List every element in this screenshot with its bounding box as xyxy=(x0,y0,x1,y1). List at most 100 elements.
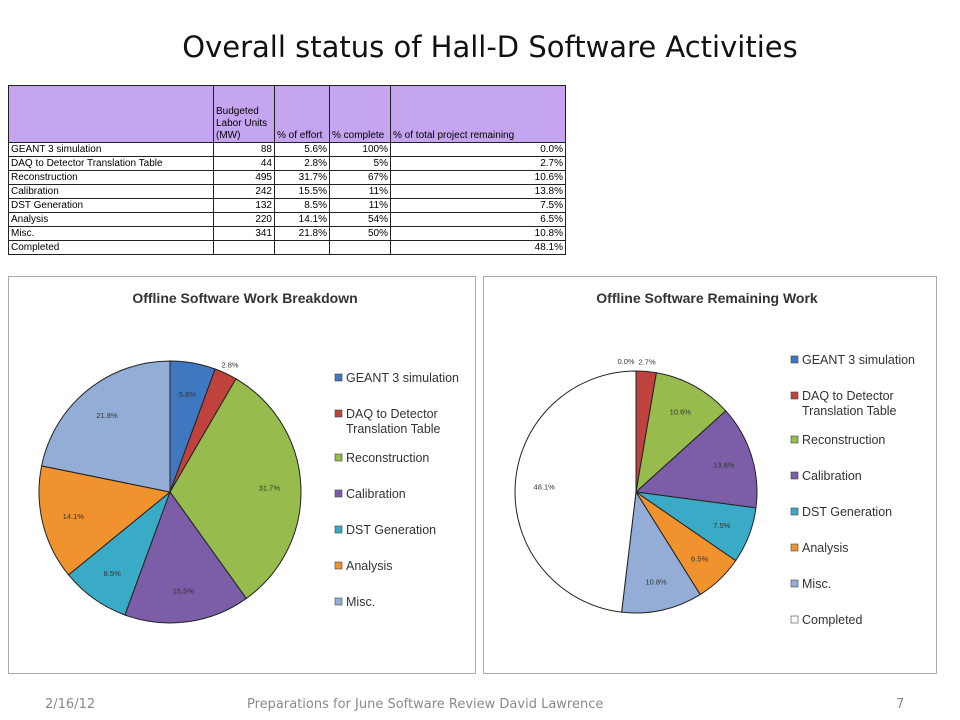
legend-label-line: Analysis xyxy=(346,559,393,573)
legend-label-line: Completed xyxy=(802,613,862,627)
table-row: Reconstruction 495 31.7% 67% 10.6% xyxy=(8,170,566,185)
pie-value-label: 14.1% xyxy=(63,512,85,521)
table-cell: 48.1% xyxy=(390,240,566,255)
legend-label-line: Analysis xyxy=(802,541,849,555)
table-cell: 5.6% xyxy=(274,142,330,157)
table-row-label: DAQ to Detector Translation Table xyxy=(8,156,214,171)
table-row: DAQ to Detector Translation Table 44 2.8% 5… xyxy=(8,156,566,171)
table-cell: 15.5% xyxy=(274,184,330,199)
pie-value-label: 15.5% xyxy=(173,587,195,596)
budget-table: Budgeted Labor Units (MW)% of effort% co… xyxy=(8,85,566,255)
chart-title: Offline Software Work Breakdown xyxy=(132,290,357,306)
legend-label-line: Misc. xyxy=(346,595,375,609)
pie-slice xyxy=(635,372,727,494)
table-cell: 88 xyxy=(213,142,275,157)
legend-label: Misc. xyxy=(346,595,375,609)
table-row: Misc. 341 21.8% 50% 10.8% xyxy=(8,226,566,241)
legend-label: Reconstruction xyxy=(346,451,429,465)
table-cell: 132 xyxy=(213,198,275,213)
table-cell: 67% xyxy=(329,170,391,185)
pie-slice xyxy=(38,465,172,576)
table-cell: 31.7% xyxy=(274,170,330,185)
table-cell: 7.5% xyxy=(390,198,566,213)
pie-value-label: 10.6% xyxy=(670,407,692,416)
legend-label-line: Misc. xyxy=(802,577,831,591)
pie-value-label: 2.8% xyxy=(221,360,238,369)
pie-slice xyxy=(634,410,758,509)
legend-label: DST Generation xyxy=(802,505,892,519)
pie-slice xyxy=(41,360,171,493)
table-cell: 10.6% xyxy=(390,170,566,185)
legend-label: GEANT 3 simulation xyxy=(802,353,915,367)
legend-swatch xyxy=(334,525,343,534)
legend-label-line: DAQ to Detector xyxy=(802,389,894,403)
table-row-label: Calibration xyxy=(8,184,214,199)
legend-label-line: Translation Table xyxy=(346,422,441,436)
legend-swatch xyxy=(790,507,799,516)
pie-value-label: 0.0% xyxy=(617,357,634,366)
table-cell: 2.7% xyxy=(390,156,566,171)
table-cell: 8.5% xyxy=(274,198,330,213)
legend-label: Misc. xyxy=(802,577,831,591)
pie-slice xyxy=(514,370,637,613)
table-cell: 6.5% xyxy=(390,212,566,227)
legend-label-line: GEANT 3 simulation xyxy=(802,353,915,367)
legend-label-line: GEANT 3 simulation xyxy=(346,371,459,385)
legend-swatch xyxy=(790,579,799,588)
work-breakdown-chart-panel: Offline Software Work Breakdown 5.6% 2.8% 3… xyxy=(8,276,476,674)
legend-label-line: Translation Table xyxy=(802,404,897,418)
table-cell: 11% xyxy=(329,198,391,213)
table-cell: 0.0% xyxy=(390,142,566,157)
legend-swatch xyxy=(334,373,343,382)
pie-value-label: 13.8% xyxy=(713,461,735,470)
table-row-label: Analysis xyxy=(8,212,214,227)
table-cell: 5% xyxy=(329,156,391,171)
table-header-cell: % of effort xyxy=(274,85,330,143)
legend-swatch xyxy=(334,597,343,606)
legend-label: DST Generation xyxy=(346,523,436,537)
legend-label: Analysis xyxy=(346,559,393,573)
pie-value-label: 7.5% xyxy=(713,521,730,530)
pie-slice xyxy=(124,490,248,624)
table-row-label: DST Generation xyxy=(8,198,214,213)
legend-label-line: Reconstruction xyxy=(346,451,429,465)
legend-swatch xyxy=(790,615,799,624)
table-cell: 11% xyxy=(329,184,391,199)
remaining-work-chart-panel: Offline Software Remaining Work 0.0% 2.7% 1… xyxy=(483,276,937,674)
legend-swatch xyxy=(790,543,799,552)
legend-label-line: DST Generation xyxy=(346,523,436,537)
remaining-work-pie-chart: Offline Software Remaining Work 0.0% 2.7% 1… xyxy=(514,290,915,627)
legend-swatch xyxy=(790,391,799,400)
pie-value-label: 48.1% xyxy=(534,483,556,492)
table-row: Analysis 220 14.1% 54% 6.5% xyxy=(8,212,566,227)
table-cell: 242 xyxy=(213,184,275,199)
legend-label: Calibration xyxy=(802,469,862,483)
pie-value-label: 8.5% xyxy=(104,569,121,578)
table-row: Completed 48.1% xyxy=(8,240,566,255)
pie-value-label: 5.6% xyxy=(179,390,196,399)
slide-title: Overall status of Hall-D Software Activi… xyxy=(182,30,798,64)
legend-label-line: Reconstruction xyxy=(802,433,885,447)
legend-label-line: Calibration xyxy=(346,487,406,501)
legend-label-line: DST Generation xyxy=(802,505,892,519)
table-row: DST Generation 132 8.5% 11% 7.5% xyxy=(8,198,566,213)
page-number: 7 xyxy=(896,697,905,712)
legend-swatch xyxy=(334,453,343,462)
legend-swatch xyxy=(790,471,799,480)
legend-label: DAQ to Detector Translation Table xyxy=(802,389,897,418)
table-header-cell xyxy=(8,85,214,143)
pie-value-label: 31.7% xyxy=(259,483,281,492)
footer-date: 2/16/12 xyxy=(45,697,96,712)
legend-swatch xyxy=(334,561,343,570)
chart-title: Offline Software Remaining Work xyxy=(596,290,818,306)
table-cell: 495 xyxy=(213,170,275,185)
table-cell: 2.8% xyxy=(274,156,330,171)
table-cell: 13.8% xyxy=(390,184,566,199)
legend-swatch xyxy=(334,409,343,418)
legend-swatch xyxy=(334,489,343,498)
table-cell: 220 xyxy=(213,212,275,227)
legend-label: Reconstruction xyxy=(802,433,885,447)
table-cell: 341 xyxy=(213,226,275,241)
table-cell: 100% xyxy=(329,142,391,157)
legend-label: Analysis xyxy=(802,541,849,555)
